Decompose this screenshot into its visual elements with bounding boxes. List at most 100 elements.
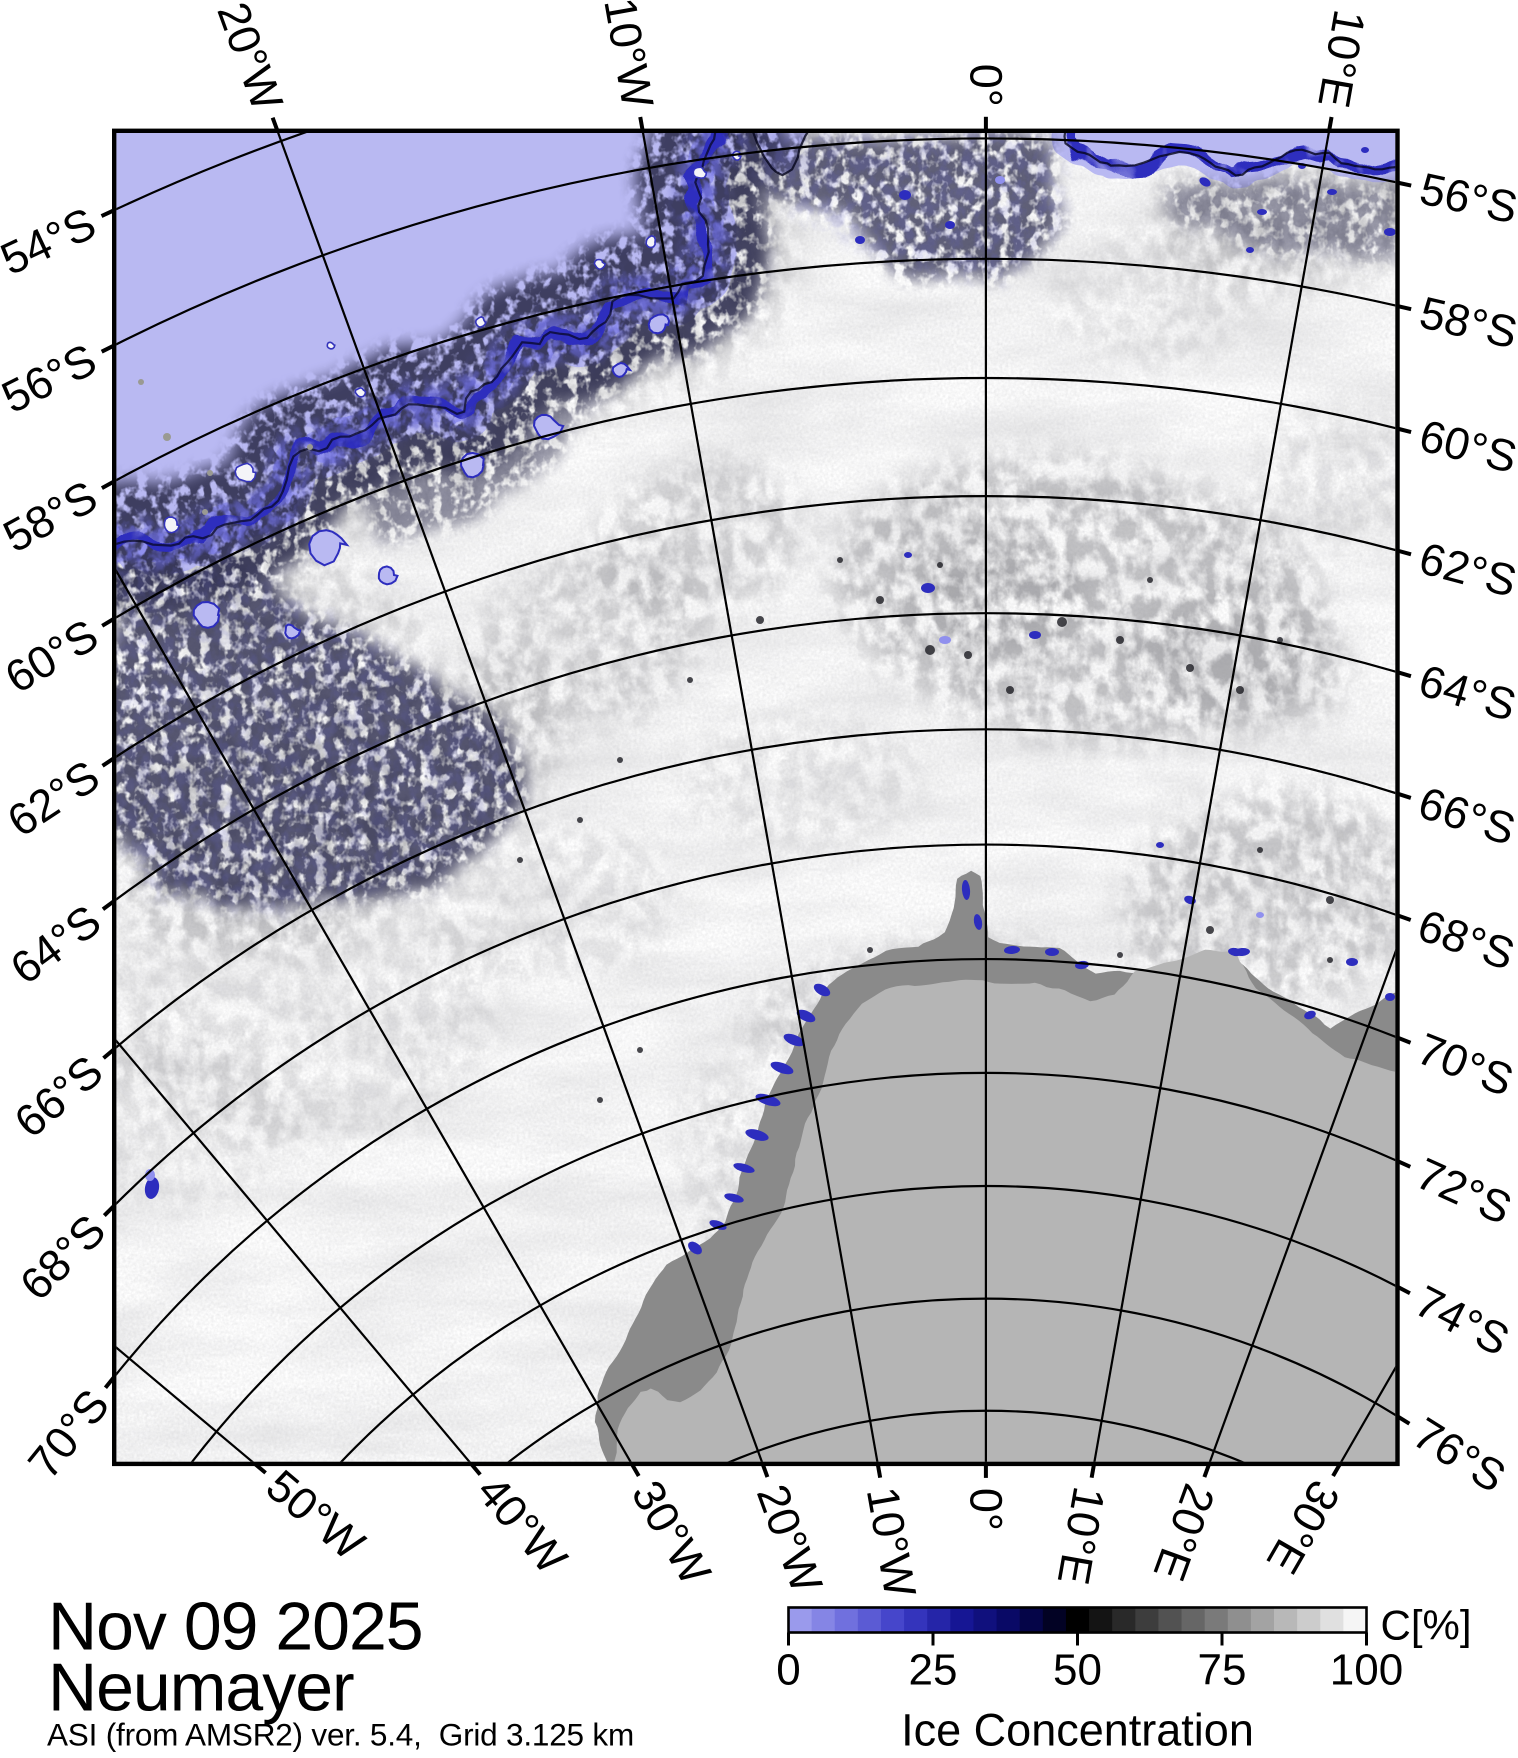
colorbar-caption: Ice Concentration (901, 1705, 1254, 1756)
dark-ice-speck (1057, 617, 1067, 627)
algorithm-source-label: ASI (from AMSR2) ver. 5.4, Grid 3.125 km (47, 1716, 634, 1752)
ocean-pocket (377, 565, 399, 586)
low-concentration-speck (1361, 147, 1369, 153)
low-concentration-speck (1045, 948, 1059, 956)
drift-ice-blob (645, 234, 657, 249)
low-concentration-speck (144, 1177, 160, 1199)
dark-ice-speck (1116, 636, 1124, 644)
dark-ice-speck (1257, 847, 1263, 853)
lat-label-right: 70°S (1410, 1023, 1518, 1107)
low-concentration-speck (973, 914, 983, 930)
lat-label-left: 64°S (1, 895, 110, 994)
frame-tick-marks (100, 116, 1412, 1479)
low-concentration-speck (1156, 842, 1164, 848)
graticule-meridian (1208, 949, 1396, 1462)
colorbar-band (950, 1607, 975, 1633)
colorbar-ticks (787, 1632, 1368, 1646)
colorbar-band (1112, 1607, 1136, 1633)
colorbar-band (811, 1607, 836, 1633)
dark-ice-speck (617, 757, 623, 763)
dark-ice-speck (1326, 896, 1334, 904)
lon-label-bottom: 20°W (747, 1478, 833, 1600)
ocean-pocket (192, 600, 221, 629)
colorbar: 0 25 50 75 100 C[%] Ice Concentration (776, 1602, 1471, 1756)
lat-label-right: 76°S (1404, 1407, 1514, 1502)
graticule-meridian (277, 133, 764, 1462)
dark-ice-speck (964, 651, 972, 659)
colorbar-band (1320, 1607, 1344, 1633)
date-label: Nov 09 2025 (48, 1589, 423, 1665)
colorbar-band (1274, 1607, 1298, 1633)
lat-label-left: 70°S (18, 1380, 119, 1488)
colorbar-band (1065, 1607, 1090, 1633)
low-concentration-speck (724, 1193, 744, 1203)
colorbar-band (1135, 1607, 1160, 1633)
lat-label-left: 62°S (0, 750, 108, 847)
colorbar-tick-labels: 0 25 50 75 100 (776, 1646, 1403, 1695)
dark-ice-speck (1327, 957, 1333, 963)
low-concentration-speck (921, 583, 935, 593)
low-concentration-speck (1004, 945, 1020, 955)
lat-label-right: 64°S (1413, 655, 1518, 732)
graticule-meridian (116, 569, 632, 1462)
dark-ice-speck (1206, 926, 1214, 934)
colorbar-band (788, 1607, 813, 1633)
lat-label-left: 58°S (0, 470, 105, 562)
drift-ice-blob (354, 387, 367, 398)
low-concentration-speck (1304, 1010, 1316, 1020)
island-speck (202, 509, 208, 515)
lon-label-top: 0° (960, 64, 1011, 107)
dark-ice-speck (867, 947, 873, 953)
colorbar-tick-label: 100 (1330, 1646, 1403, 1695)
lon-label-bottom: 40°W (467, 1466, 577, 1584)
lat-label-left: 54°S (0, 197, 103, 285)
low-concentration-speck (1346, 958, 1358, 966)
low-concentration-speck (1246, 247, 1254, 253)
drift-ice-blob (163, 516, 181, 534)
lat-label-left: 68°S (10, 1205, 115, 1310)
lat-label-left: 66°S (5, 1045, 113, 1147)
drift-ice-blob (692, 166, 708, 180)
low-concentration-speck (1384, 228, 1396, 236)
colorbar-tick-label: 75 (1198, 1646, 1247, 1695)
low-concentration-speck (770, 1061, 794, 1075)
colorbar-band (1250, 1607, 1275, 1633)
colorbar-gradient-bands (788, 1607, 1368, 1633)
ice-edge-contour-notch (752, 133, 809, 177)
island-speck (307, 444, 313, 450)
lon-label-top: 10°W (594, 0, 664, 112)
dark-ice-speck (837, 557, 843, 563)
dark-ice-speck (517, 857, 523, 863)
graticule-meridian (1093, 133, 1330, 1462)
dark-ice-speck (1147, 577, 1153, 583)
low-concentration-speck (939, 636, 951, 644)
low-concentration-speck (783, 1033, 805, 1047)
dark-ice-speck (577, 817, 583, 823)
colorbar-band (1042, 1607, 1067, 1633)
ocean-pocket (611, 361, 633, 378)
colorbar-band (1204, 1607, 1229, 1633)
colorbar-band (834, 1607, 859, 1633)
drift-ice-blob (326, 341, 336, 350)
drift-ice-blob (474, 315, 488, 328)
dark-ice-speck (756, 616, 764, 624)
lat-label-right: 72°S (1409, 1148, 1518, 1235)
colorbar-band (1158, 1607, 1183, 1633)
lat-label-right: 62°S (1414, 532, 1518, 607)
dark-ice-speck (1277, 637, 1283, 643)
lon-label-bottom: 10°E (1048, 1483, 1115, 1588)
drift-ice-blob (593, 258, 607, 270)
colorbar-band (996, 1607, 1021, 1633)
dark-ice-speck (1006, 686, 1014, 694)
low-concentration-speck (995, 176, 1005, 184)
low-concentration-speck (961, 880, 971, 900)
lat-label-right: 60°S (1415, 410, 1518, 483)
dark-ice-speck (1117, 952, 1123, 958)
colorbar-band (927, 1607, 951, 1633)
colorbar-band (857, 1607, 882, 1633)
island-speck (163, 433, 171, 441)
